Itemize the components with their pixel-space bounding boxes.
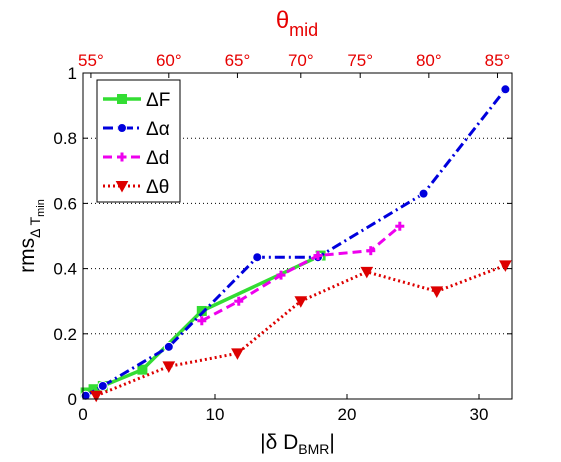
- data-point: [117, 123, 127, 133]
- data-point: [418, 188, 429, 199]
- data-point: [500, 84, 511, 95]
- data-point: [276, 270, 286, 280]
- data-point: [294, 296, 308, 308]
- series-4: [89, 260, 512, 403]
- series-3: [197, 221, 405, 326]
- data-point: [137, 364, 148, 375]
- data-point: [115, 181, 129, 193]
- data-point: [360, 266, 374, 279]
- top-tick-label: 60°: [156, 51, 182, 70]
- top-tick-label: 85°: [485, 51, 511, 70]
- series-layer: [80, 84, 512, 403]
- top-tick-label: 80°: [416, 51, 442, 70]
- plot-frame: [82, 72, 513, 400]
- data-point: [366, 246, 376, 256]
- data-point: [430, 286, 444, 298]
- data-point: [197, 316, 207, 326]
- data-point: [234, 296, 244, 306]
- x-tick-label: 20: [338, 405, 357, 424]
- data-point: [117, 94, 127, 104]
- top-tick-label: 55°: [78, 51, 104, 70]
- y-tick-label: 1: [68, 64, 77, 83]
- legend-label: Δd: [146, 148, 169, 169]
- x-tick-label: 0: [78, 405, 87, 424]
- x-axis-label: |δ DBMR|: [260, 431, 335, 457]
- x-tick-label: 30: [470, 405, 489, 424]
- legend-label: Δα: [146, 119, 170, 140]
- legend-label: Δθ: [146, 177, 169, 198]
- y-axis-label: rmsΔ Tmin: [16, 199, 47, 273]
- y-tick-label: 0.2: [53, 325, 77, 344]
- data-point: [97, 380, 108, 391]
- top-tick-label: 70°: [288, 51, 314, 70]
- data-point: [117, 152, 127, 162]
- series-line: [201, 225, 401, 323]
- data-point: [163, 341, 174, 352]
- y-tick-label: 0.6: [53, 194, 77, 213]
- x-tick-label: 10: [206, 405, 225, 424]
- top-axis-label: θmid: [276, 7, 318, 40]
- legend-label: ΔF: [146, 90, 170, 111]
- y-tick-label: 0.8: [53, 129, 77, 148]
- top-tick-label: 75°: [347, 51, 373, 70]
- top-tick-label: 65°: [225, 51, 251, 70]
- data-point: [313, 251, 323, 261]
- series-line: [95, 263, 506, 398]
- data-point: [162, 361, 176, 373]
- data-point: [395, 221, 405, 231]
- data-point: [89, 390, 103, 403]
- data-point: [231, 348, 244, 360]
- data-point: [252, 252, 263, 263]
- axis-labels: |δ DBMR| rmsΔ Tmin θmid: [16, 7, 335, 457]
- data-point: [499, 260, 512, 272]
- y-tick-label: 0.4: [53, 260, 77, 279]
- legend: ΔF Δα Δd Δθ: [96, 79, 181, 203]
- y-tick-label: 0: [68, 390, 77, 409]
